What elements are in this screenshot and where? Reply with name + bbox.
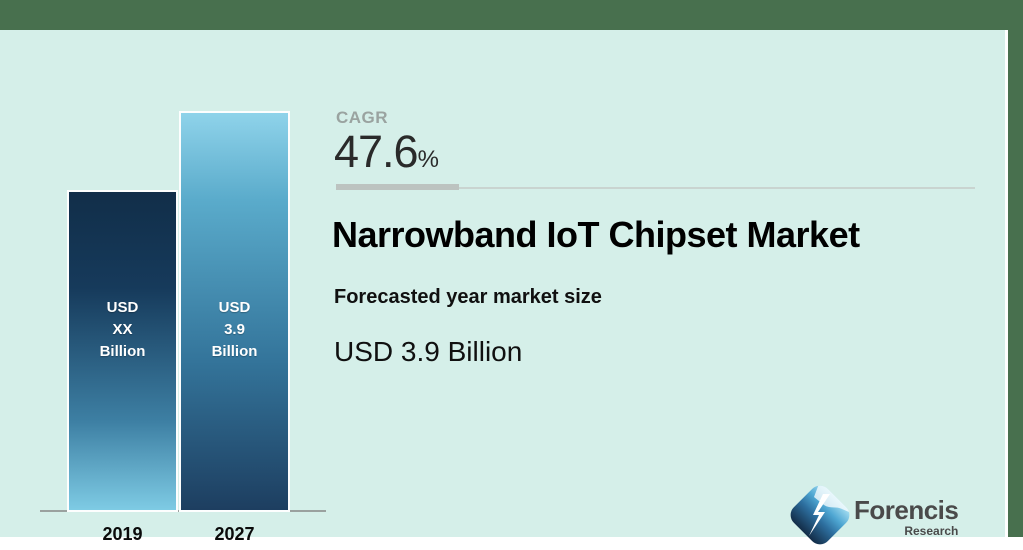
content-panel: USD XX Billion USD 3.9 Billion 2019 2027… <box>0 30 1008 545</box>
cagr-label: CAGR <box>336 108 389 127</box>
divider-line-thick <box>336 184 459 190</box>
cagr-percent-sign: % <box>417 146 439 173</box>
cagr-value: 47.6 <box>334 126 419 177</box>
bar-2019-line-2: XX <box>112 321 133 338</box>
divider-line-thin <box>336 187 975 189</box>
bar-2027 <box>179 111 290 512</box>
report-title: Narrowband IoT Chipset Market <box>332 214 860 255</box>
logo-bolt-icon <box>809 494 830 536</box>
bar-2019 <box>67 190 178 512</box>
bar-2027-line-1: USD <box>218 299 251 316</box>
brand-subtext: Research <box>904 523 959 538</box>
cagr-value-row: 47.6% <box>334 126 439 178</box>
bar-2027-value-label: USD 3.9 Billion <box>179 297 290 363</box>
logo-diamond-icon <box>790 481 854 545</box>
bar-2027-line-3: Billion <box>211 343 258 360</box>
brand-name: Forencis <box>854 494 959 525</box>
market-size-value: USD 3.9 Billion <box>334 336 523 367</box>
report-subtitle: Forecasted year market size <box>334 286 602 308</box>
bar-2027-line-2: 3.9 <box>224 321 245 338</box>
brand-logo: Forencis Research <box>784 480 964 550</box>
x-tick-2019: 2019 <box>102 524 143 544</box>
bar-2019-value-label: USD XX Billion <box>67 297 178 363</box>
x-tick-2027: 2027 <box>214 524 255 544</box>
bar-2019-line-3: Billion <box>99 343 146 360</box>
logo-text-block: Forencis Research <box>854 494 959 538</box>
bar-2019-line-1: USD <box>106 299 139 316</box>
